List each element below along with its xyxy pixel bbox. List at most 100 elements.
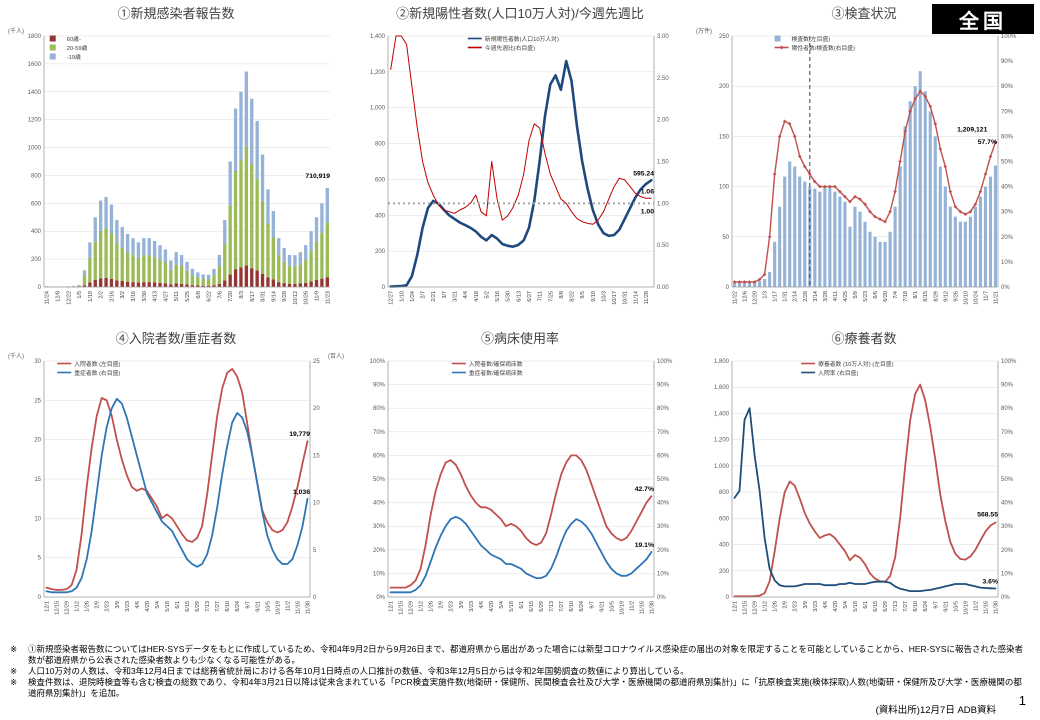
svg-text:1,200: 1,200 bbox=[370, 70, 386, 76]
svg-text:19,779: 19,779 bbox=[289, 431, 310, 438]
svg-text:重症者数 (右目盛): 重症者数 (右目盛) bbox=[74, 369, 120, 377]
svg-text:3/14: 3/14 bbox=[813, 291, 819, 302]
svg-text:11/2: 11/2 bbox=[973, 601, 979, 611]
svg-text:12/29: 12/29 bbox=[409, 601, 415, 615]
svg-text:3/30: 3/30 bbox=[142, 291, 148, 302]
svg-text:0%: 0% bbox=[657, 595, 666, 601]
svg-text:1/12: 1/12 bbox=[419, 601, 425, 612]
svg-text:15: 15 bbox=[313, 453, 320, 459]
svg-text:6/15: 6/15 bbox=[185, 601, 191, 612]
svg-text:200: 200 bbox=[719, 569, 730, 575]
footnote-text: 人口10万対の人数は、令和3年12月4日までは総務省統計局における各年10月1日… bbox=[28, 666, 689, 677]
svg-text:10/24: 10/24 bbox=[973, 291, 979, 305]
svg-text:8/24: 8/24 bbox=[923, 601, 929, 612]
svg-text:70%: 70% bbox=[1001, 430, 1014, 436]
svg-text:9/21: 9/21 bbox=[599, 601, 605, 612]
svg-text:5/18: 5/18 bbox=[853, 601, 859, 612]
chart-testing: ③検査状況 0 50 100 150 200 250 0% 10% 20% 30% 40% 50% 60… bbox=[692, 4, 1036, 329]
svg-text:9/12: 9/12 bbox=[943, 291, 949, 302]
svg-text:1/17: 1/17 bbox=[773, 291, 779, 302]
svg-text:800: 800 bbox=[375, 142, 386, 148]
svg-text:40%: 40% bbox=[1001, 185, 1014, 191]
svg-text:(百人): (百人) bbox=[328, 353, 344, 360]
svg-text:100%: 100% bbox=[370, 359, 386, 365]
chart-new-cases-plot: 0 200 400 600 800 1000 1200 1400 1600 1800 (千人) 11/… bbox=[8, 27, 331, 305]
chart-bed-usage-title: ⑤病床使用率 bbox=[480, 331, 559, 346]
svg-text:0: 0 bbox=[726, 285, 730, 291]
svg-text:2/14: 2/14 bbox=[793, 291, 799, 302]
svg-text:10/19: 10/19 bbox=[963, 601, 969, 615]
svg-text:20: 20 bbox=[34, 438, 41, 444]
svg-text:11/30: 11/30 bbox=[305, 601, 311, 614]
svg-text:12/1: 12/1 bbox=[45, 601, 51, 612]
svg-text:80%: 80% bbox=[1001, 84, 1014, 90]
svg-text:4/4: 4/4 bbox=[463, 291, 469, 299]
svg-text:50%: 50% bbox=[1001, 160, 1014, 166]
svg-text:2/9: 2/9 bbox=[783, 601, 789, 609]
svg-text:6/1: 6/1 bbox=[175, 601, 181, 609]
svg-text:5/11: 5/11 bbox=[174, 291, 180, 301]
svg-text:7/27: 7/27 bbox=[903, 601, 909, 612]
svg-text:60%: 60% bbox=[1001, 453, 1014, 459]
svg-text:1/5: 1/5 bbox=[77, 291, 83, 299]
svg-text:4/13: 4/13 bbox=[153, 291, 159, 302]
svg-text:9/21: 9/21 bbox=[943, 601, 949, 612]
svg-text:8/8: 8/8 bbox=[559, 291, 565, 299]
svg-text:20%: 20% bbox=[1001, 548, 1014, 554]
svg-text:10/5: 10/5 bbox=[265, 601, 271, 612]
svg-text:1/3: 1/3 bbox=[763, 291, 769, 299]
svg-text:11/21: 11/21 bbox=[993, 291, 999, 304]
svg-text:100%: 100% bbox=[1001, 359, 1017, 365]
svg-text:3/9: 3/9 bbox=[459, 601, 465, 609]
svg-text:10/19: 10/19 bbox=[275, 601, 281, 615]
svg-text:8/10: 8/10 bbox=[913, 601, 919, 612]
svg-text:10%: 10% bbox=[1001, 571, 1014, 577]
svg-text:2/7: 2/7 bbox=[421, 291, 427, 299]
svg-text:(万件): (万件) bbox=[696, 27, 712, 35]
svg-text:10/12: 10/12 bbox=[293, 291, 299, 305]
svg-text:今週先週比(右目盛): 今週先週比(右目盛) bbox=[485, 44, 535, 52]
svg-text:1/26: 1/26 bbox=[85, 601, 91, 612]
svg-text:3/9: 3/9 bbox=[803, 601, 809, 609]
svg-text:(千人): (千人) bbox=[8, 352, 24, 360]
svg-text:7/13: 7/13 bbox=[549, 601, 555, 612]
svg-text:0: 0 bbox=[726, 595, 730, 601]
svg-text:5: 5 bbox=[38, 556, 42, 562]
svg-text:6/13: 6/13 bbox=[516, 291, 522, 302]
svg-text:4/20: 4/20 bbox=[145, 601, 151, 612]
svg-text:10: 10 bbox=[34, 516, 41, 522]
svg-text:6/29: 6/29 bbox=[539, 601, 545, 612]
svg-text:57.7%: 57.7% bbox=[978, 139, 997, 146]
chart-recuperating-plot: 0 200 400 600 800 1,000 1,200 1,400 1,600 1,800 0%… bbox=[714, 359, 1017, 615]
svg-text:90%: 90% bbox=[1001, 59, 1014, 65]
svg-text:5/4: 5/4 bbox=[843, 601, 849, 609]
svg-text:11/9: 11/9 bbox=[315, 291, 321, 301]
svg-text:25: 25 bbox=[313, 359, 320, 365]
chart-testing-title: ③検査状況 bbox=[831, 6, 897, 21]
svg-text:3/28: 3/28 bbox=[823, 291, 829, 302]
svg-text:入院者数 (左目盛): 入院者数 (左目盛) bbox=[74, 360, 120, 368]
svg-text:8/29: 8/29 bbox=[933, 291, 939, 302]
svg-text:5/23: 5/23 bbox=[863, 291, 869, 302]
svg-text:1,400: 1,400 bbox=[714, 411, 730, 417]
svg-text:入院者数/確保病床数: 入院者数/確保病床数 bbox=[469, 360, 523, 368]
svg-text:11/16: 11/16 bbox=[983, 601, 989, 614]
svg-text:595.24: 595.24 bbox=[633, 170, 654, 177]
charts-grid: ①新規感染者報告数 0 200 400 600 800 1000 1200 1400 1600 1… bbox=[4, 4, 1036, 639]
chart-bed-usage: ⑤病床使用率 0% 10% 20% 30% 40% 50% 60% 70% 80% 90% 100%… bbox=[348, 329, 692, 639]
svg-text:7/11: 7/11 bbox=[538, 291, 544, 301]
svg-text:0%: 0% bbox=[376, 595, 385, 601]
svg-text:1,000: 1,000 bbox=[714, 464, 730, 470]
svg-text:40%: 40% bbox=[1001, 501, 1014, 507]
svg-text:10/19: 10/19 bbox=[619, 601, 625, 615]
svg-text:1.00: 1.00 bbox=[641, 208, 654, 215]
svg-text:6/29: 6/29 bbox=[883, 601, 889, 612]
svg-text:1/12: 1/12 bbox=[763, 601, 769, 612]
svg-text:12/6: 12/6 bbox=[743, 291, 749, 302]
svg-text:20%: 20% bbox=[657, 548, 670, 554]
svg-text:1,036: 1,036 bbox=[293, 489, 310, 496]
svg-text:10%: 10% bbox=[1001, 260, 1014, 266]
svg-text:600: 600 bbox=[31, 201, 42, 207]
svg-text:25: 25 bbox=[34, 398, 41, 404]
svg-text:8/10: 8/10 bbox=[225, 601, 231, 612]
